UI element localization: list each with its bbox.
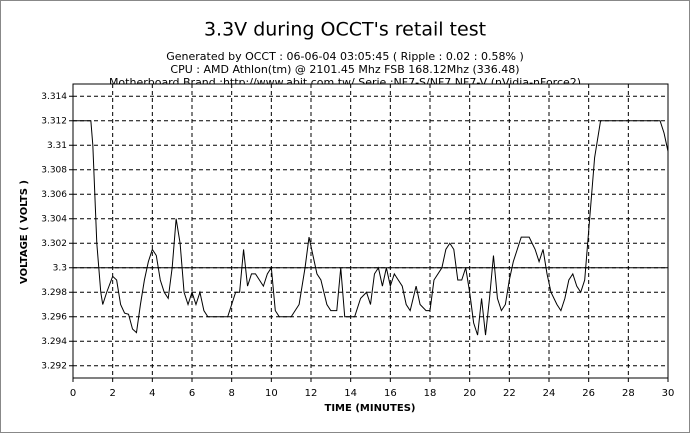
x-tick-label: 20 [463, 388, 476, 399]
y-tick-label: 3.312 [41, 116, 67, 126]
x-tick-label: 24 [543, 388, 556, 399]
plot-area [72, 83, 669, 379]
x-tick-label: 16 [384, 388, 397, 399]
y-tick-label: 3.296 [41, 312, 67, 322]
x-tick-label: 2 [109, 388, 115, 399]
y-tick-label: 3.3 [53, 263, 67, 273]
x-tick-label: 28 [622, 388, 635, 399]
subtitle: Generated by OCCT : 06-06-04 03:05:45 ( … [166, 50, 524, 63]
y-tick-label: 3.304 [41, 214, 67, 224]
y-tick-label: 3.308 [41, 165, 67, 175]
x-axis-label: TIME (MINUTES) [325, 403, 416, 414]
x-tick-label: 12 [305, 388, 318, 399]
x-tick-label: 30 [662, 388, 675, 399]
chart-title: 3.3V during OCCT's retail test [204, 19, 486, 41]
subtitle: CPU : AMD Athlon(tm) @ 2101.45 Mhz FSB 1… [170, 63, 519, 76]
y-tick-label: 3.292 [41, 361, 67, 371]
x-tick-label: 22 [503, 388, 516, 399]
y-tick-label: 3.306 [41, 190, 67, 200]
x-tick-label: 8 [228, 388, 234, 399]
x-tick-label: 10 [265, 388, 278, 399]
x-tick-label: 14 [344, 388, 357, 399]
y-tick-label: 3.298 [41, 288, 67, 298]
y-tick-label: 3.31 [47, 141, 67, 151]
plot-border [72, 83, 669, 379]
x-tick-label: 6 [189, 388, 195, 399]
x-tick-label: 4 [149, 388, 155, 399]
y-tick-label: 3.314 [41, 92, 67, 102]
y-tick-label: 3.302 [41, 239, 67, 249]
y-axis-label: VOLTAGE ( VOLTS ) [19, 180, 30, 284]
data-line [73, 120, 669, 336]
x-tick-label: 18 [424, 388, 437, 399]
x-tick-label: 26 [582, 388, 595, 399]
y-tick-label: 3.294 [41, 337, 67, 347]
x-tick-label: 0 [70, 388, 76, 399]
